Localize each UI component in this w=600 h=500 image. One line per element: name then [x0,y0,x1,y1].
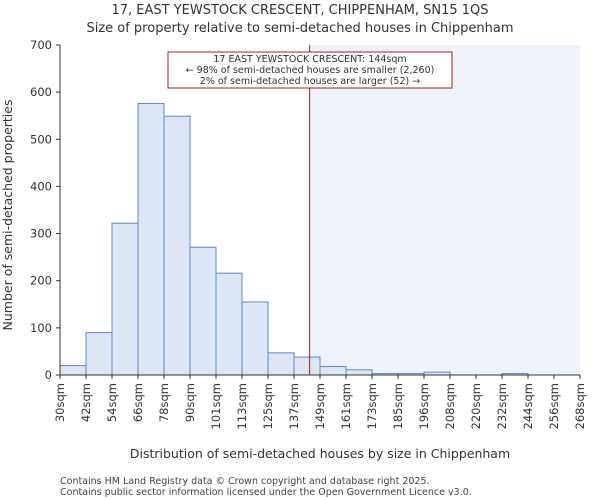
y-tick-label: 0 [45,368,52,382]
bar-101sqm [215,272,243,376]
y-tick-label: 300 [30,227,52,241]
x-tick-label: 113sqm [235,383,249,429]
y-tick-label: 500 [30,132,52,146]
x-tick-label: 208sqm [443,383,457,429]
bar-125sqm [267,352,295,376]
bar-54sqm [111,222,139,376]
x-tick-label: 42sqm [79,383,93,422]
footer-line-2: Contains public sector information licen… [60,487,472,498]
x-axis-label: Distribution of semi-detached houses by … [130,446,510,461]
x-tick-label: 161sqm [339,383,353,429]
bar-42sqm [85,332,113,376]
x-tick-label: 220sqm [469,383,483,429]
bar-161sqm [345,369,373,376]
x-tick-label: 185sqm [391,383,405,429]
annotation-box: 17 EAST YEWSTOCK CRESCENT: 144sqm ← 98% … [167,51,453,89]
y-tick-label: 100 [30,321,52,335]
bar-113sqm [241,301,269,376]
x-tick-label: 78sqm [157,383,171,422]
x-tick-label: 125sqm [261,383,275,429]
y-tick-label: 200 [30,274,52,288]
x-tick-label: 137sqm [287,383,301,429]
x-tick-label: 90sqm [183,383,197,422]
y-tick-label: 400 [30,179,52,193]
larger-region-highlight [309,45,580,375]
x-tick-label: 196sqm [417,383,431,429]
annotation-line-3: 2% of semi-detached houses are larger (5… [200,76,420,87]
footer-line-1: Contains HM Land Registry data © Crown c… [60,476,430,487]
bar-30sqm [59,365,87,376]
bar-137sqm [293,356,321,376]
chart-title: 17, EAST YEWSTOCK CRESCENT, CHIPPENHAM, … [111,3,488,18]
bar-149sqm [319,366,347,376]
x-tick-label: 268sqm [573,383,587,429]
chart-subtitle: Size of property relative to semi-detach… [86,21,513,36]
bar-90sqm [189,246,217,376]
x-tick-label: 173sqm [365,383,379,429]
bar-78sqm [163,115,191,376]
bar-66sqm [137,102,165,376]
annotation-line-2: ← 98% of semi-detached houses are smalle… [186,65,435,76]
x-tick-label: 256sqm [547,383,561,429]
x-tick-label: 149sqm [313,383,327,429]
x-tick-label: 232sqm [495,383,509,429]
y-tick-label: 600 [30,85,52,99]
y-axis-label: Number of semi-detached properties [0,100,15,331]
x-tick-label: 101sqm [209,383,223,429]
x-tick-label: 54sqm [105,383,119,422]
y-tick-label: 700 [30,38,52,52]
x-tick-label: 66sqm [131,383,145,422]
x-tick-label: 244sqm [521,383,535,429]
annotation-frame [167,51,453,89]
annotation-line-1: 17 EAST YEWSTOCK CRESCENT: 144sqm [213,54,406,65]
x-tick-label: 30sqm [53,383,67,422]
